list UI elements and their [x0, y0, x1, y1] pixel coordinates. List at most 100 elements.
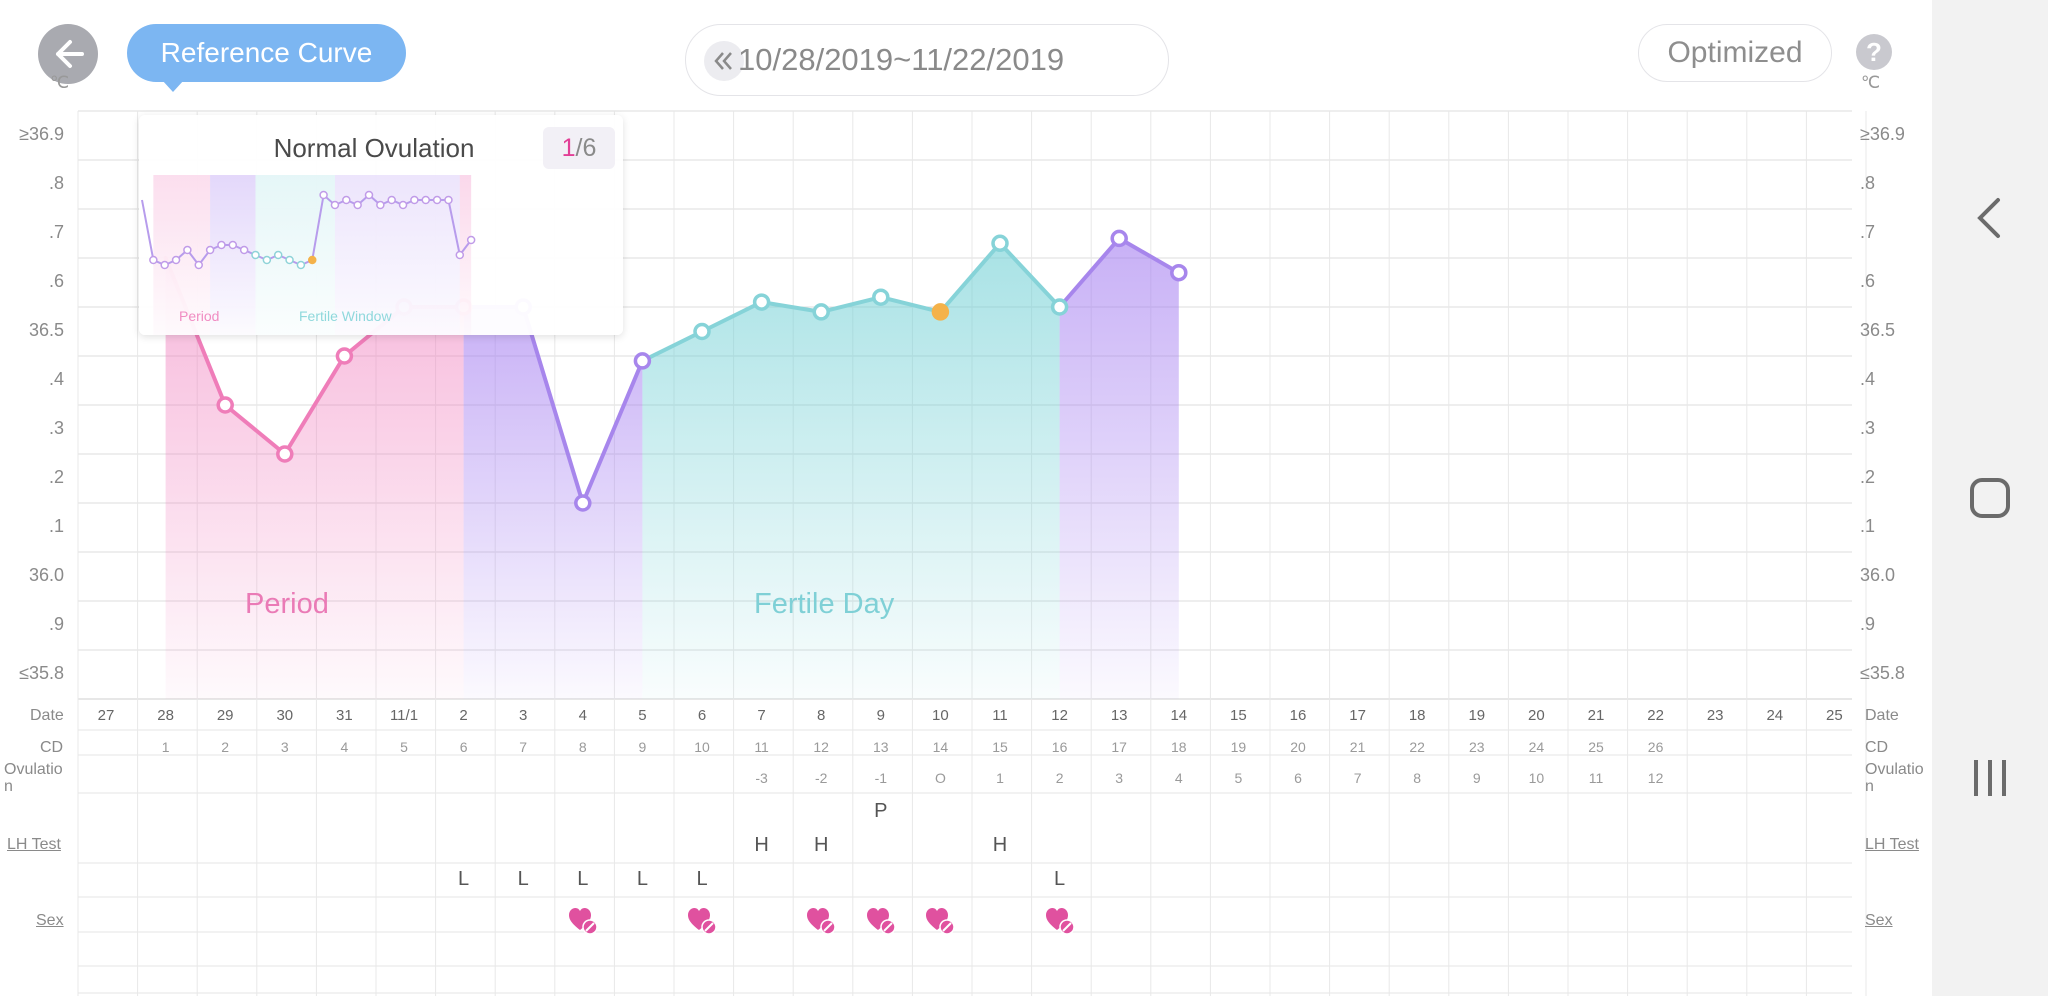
mini-temperature-point [342, 195, 351, 205]
page-total: /6 [575, 133, 597, 162]
reference-card-title: Normal Ovulation [273, 133, 475, 163]
ovulation-cell: 4 [1174, 770, 1183, 786]
ovulation-row-label-right: Ovulatio n [1865, 761, 1924, 795]
arrow-left-icon [56, 40, 84, 68]
date-range-selector[interactable]: 10/28/2019~11/22/2019 [685, 24, 1169, 96]
sex-row-label-left[interactable]: Sex [36, 912, 64, 929]
date-cell: 17 [1349, 707, 1366, 724]
reference-curve-card[interactable]: Normal Ovulation 1/6 Period Fertile Wind… [139, 115, 623, 335]
ovulation-cell: O [934, 770, 946, 786]
optimized-button[interactable]: Optimized [1638, 24, 1832, 82]
y-tick-label-left: .9 [48, 614, 64, 634]
mini-temperature-point [171, 255, 181, 265]
date-cell: 24 [1766, 707, 1784, 724]
heart-icon[interactable] [866, 908, 897, 936]
ovulation-cell: 12 [1647, 770, 1664, 786]
lh-test-mark[interactable]: L [696, 868, 708, 890]
date-cell: 11 [992, 707, 1008, 724]
mini-temperature-point [364, 190, 374, 200]
heart-icon[interactable] [688, 908, 718, 936]
temperature-point [931, 303, 950, 321]
cd-cell: 26 [1647, 739, 1664, 755]
temperature-segment [878, 295, 943, 314]
date-cell: 25 [1826, 707, 1843, 724]
cd-cell: 9 [638, 739, 647, 755]
y-tick-label-right: .2 [1860, 467, 1876, 487]
sex-row-label-right[interactable]: Sex [1865, 912, 1893, 929]
reference-page-indicator[interactable]: 1/6 [543, 127, 615, 169]
temperature-line [163, 236, 1181, 505]
mini-fertile-label: Fertile Window [299, 308, 392, 324]
temperature-segment [1057, 236, 1122, 309]
lh-test-mark[interactable]: L [458, 868, 470, 890]
y-tick-label-left: 36.0 [28, 565, 64, 585]
heart-icon[interactable] [807, 908, 837, 936]
mini-temperature-point [239, 245, 249, 255]
temperature-point [991, 234, 1009, 253]
mini-temperature-point [149, 255, 158, 265]
temperature-point [693, 322, 711, 341]
lh-test-mark[interactable]: L [577, 868, 589, 890]
temperature-point [1170, 263, 1188, 282]
back-button[interactable] [38, 24, 98, 84]
y-tick-label-left: .3 [48, 418, 64, 438]
cd-cell: 10 [694, 739, 710, 755]
lh-test-mark[interactable]: H [992, 834, 1008, 856]
lh-test-row-label-left[interactable]: LH Test [7, 836, 61, 853]
date-cell: 10 [932, 707, 949, 724]
mini-temperature-point [285, 255, 294, 265]
cd-cell: 18 [1171, 739, 1187, 755]
y-tick-label-right: .9 [1860, 614, 1876, 634]
date-cell: 23 [1706, 707, 1724, 724]
mini-temperature-point [183, 245, 192, 255]
back-nav-icon[interactable] [1972, 196, 2008, 240]
help-icon[interactable]: ? [1856, 34, 1892, 70]
mini-temperature-point [262, 255, 272, 265]
lh-test-mark[interactable]: L [1054, 868, 1066, 890]
lh-test-mark[interactable]: L [636, 868, 648, 890]
previous-range-button[interactable] [704, 41, 744, 81]
phase-area [642, 243, 1060, 700]
recents-nav-icon[interactable] [1968, 756, 2012, 800]
phase-areas [165, 238, 1179, 700]
heart-icon[interactable] [568, 908, 599, 936]
temperature-segment [521, 305, 585, 505]
ovulation-cell: -3 [755, 770, 768, 786]
heart-icon[interactable] [1045, 908, 1076, 936]
heart-icon[interactable] [926, 908, 956, 936]
lh-test-mark[interactable]: H [813, 834, 829, 856]
temperature-segment [700, 300, 764, 334]
reference-curve-button[interactable]: Reference Curve [127, 24, 406, 82]
date-cell: 8 [817, 707, 826, 724]
temperature-segment [998, 241, 1062, 309]
y-tick-label-right: .6 [1860, 271, 1876, 291]
cd-cell: 4 [340, 739, 349, 755]
cd-cell: 21 [1349, 739, 1366, 755]
ovulation-row-label-left: Ovulatio n [4, 761, 63, 795]
lh-test-mark[interactable]: H [754, 834, 769, 856]
date-cell: 6 [697, 707, 707, 724]
date-cell: 3 [519, 707, 528, 724]
phase-area [165, 258, 464, 699]
home-nav-icon[interactable] [1968, 476, 2012, 520]
temperature-point [1050, 298, 1069, 316]
date-cell: 12 [1051, 707, 1068, 724]
date-cell: 19 [1468, 707, 1486, 724]
lh-test-row-label-right[interactable]: LH Test [1865, 836, 1919, 853]
mini-temperature-point [194, 260, 203, 270]
mini-phase-band [210, 175, 256, 335]
cd-cell: 13 [873, 739, 889, 755]
fertile-zone-label: Fertile Day [754, 588, 895, 620]
cd-cell: 5 [400, 739, 408, 755]
y-tick-label-right: ≤35.8 [1860, 663, 1905, 683]
lh-test-mark[interactable]: L [517, 868, 529, 890]
ovulation-cell: 7 [1353, 770, 1362, 786]
temperature-point [752, 293, 771, 311]
lh-test-mark[interactable]: P [874, 800, 888, 822]
mini-temperature-point [466, 235, 476, 245]
date-cell: 4 [578, 707, 587, 724]
mini-temperature-point [410, 195, 419, 205]
reference-curve-tail [162, 80, 184, 92]
date-row-label-right: Date [1865, 707, 1899, 724]
period-zone-label: Period [245, 588, 329, 620]
